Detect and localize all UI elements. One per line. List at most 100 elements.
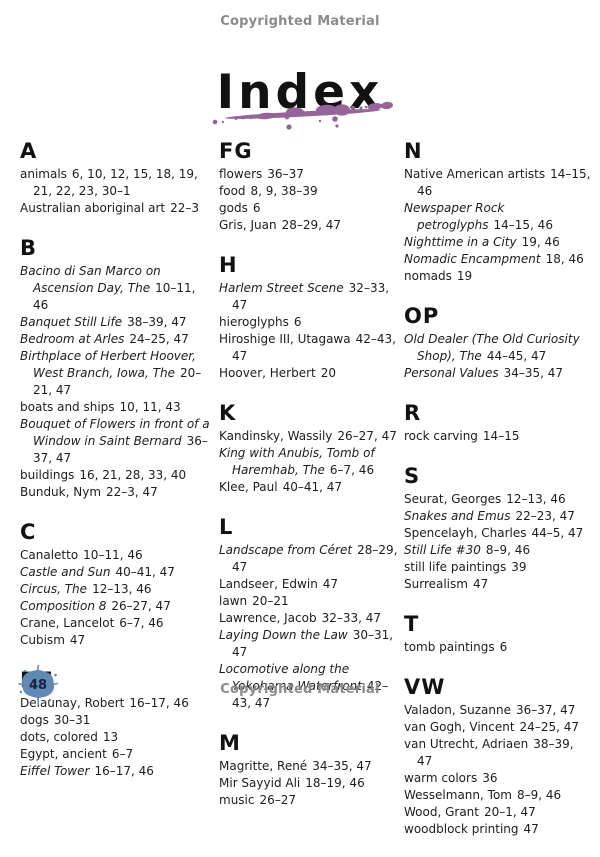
index-entry: Australian aboriginal art 22–3 xyxy=(20,200,212,217)
entry-pages: 47 xyxy=(472,577,489,591)
entry-pages: 39 xyxy=(511,560,527,574)
entry-title: Valadon, Suzanne xyxy=(404,703,511,717)
entry-pages: 14–15 xyxy=(482,429,520,443)
index-section-m: M Magritte, René 34–35, 47 Mir Sayyid Ali 18… xyxy=(219,731,399,809)
entry-title: Laying Down the Law xyxy=(219,628,348,642)
entry-title: Banquet Still Life xyxy=(20,315,123,329)
entry-title: Magritte, René xyxy=(219,759,308,773)
index-entry: Wood, Grant 20–1, 47 xyxy=(404,804,592,821)
entry-title: warm colors xyxy=(404,771,478,785)
index-entry: woodblock printing 47 xyxy=(404,821,592,838)
index-entry: music 26–27 xyxy=(219,792,399,809)
entry-pages: 30–31 xyxy=(53,713,91,727)
entry-title: Bunduk, Nym xyxy=(20,485,102,499)
section-heading: K xyxy=(219,401,237,425)
section-heading: L xyxy=(219,515,234,539)
index-entry: flowers 36–37 xyxy=(219,166,399,183)
entry-pages: 30–31, 47 xyxy=(232,628,394,659)
entry-pages: 26–27, 47 xyxy=(337,429,397,443)
index-entry: Magritte, René 34–35, 47 xyxy=(219,758,399,775)
entry-title: Old Dealer (The Old Curiosity Shop), The xyxy=(404,332,580,363)
section-heading: VW xyxy=(404,675,446,699)
index-entry: Harlem Street Scene 32–33, 47 xyxy=(219,280,399,314)
entry-pages: 34–35, 47 xyxy=(503,366,564,380)
index-entry: Mir Sayyid Ali 18–19, 46 xyxy=(219,775,399,792)
index-section-fg: FG flowers 36–37 food 8, 9, 38–39 gods 6 Gris, … xyxy=(219,139,399,234)
index-entry: Nighttime in a City 19, 46 xyxy=(404,234,592,251)
index-entry: Lawrence, Jacob 32–33, 47 xyxy=(219,610,399,627)
entry-pages: 6–7, 46 xyxy=(329,463,375,477)
index-entry: Eiffel Tower 16–17, 46 xyxy=(20,763,212,780)
index-entry: Bacino di San Marco on Ascension Day, Th… xyxy=(20,263,212,314)
index-entry: Laying Down the Law 30–31, 47 xyxy=(219,627,399,661)
entry-title: Cubism xyxy=(20,633,65,647)
entry-pages: 20–21 xyxy=(252,594,289,608)
entry-pages: 6 xyxy=(293,315,302,329)
index-entry: Canaletto 10–11, 46 xyxy=(20,547,212,564)
entry-pages: 16–17, 46 xyxy=(129,696,189,710)
index-entry: food 8, 9, 38–39 xyxy=(219,183,399,200)
entry-pages: 8, 9, 38–39 xyxy=(250,184,318,198)
entry-title: Klee, Paul xyxy=(219,480,278,494)
index-entry: Castle and Sun 40–41, 47 xyxy=(20,564,212,581)
entry-title: Circus, The xyxy=(20,582,88,596)
index-entry: dogs 30–31 xyxy=(20,712,212,729)
section-heading: S xyxy=(404,464,421,488)
section-heading: H xyxy=(219,253,238,277)
entry-pages: 26–27, 47 xyxy=(111,599,171,613)
index-column-3: N Native American artists 14–15, 46 Newspap… xyxy=(404,139,592,857)
entry-title: woodblock printing xyxy=(404,822,519,836)
entry-title: King with Anubis, Tomb of Haremhab, The xyxy=(219,446,375,477)
index-entry: Birthplace of Herbert Hoover, West Branc… xyxy=(20,348,212,399)
entry-pages: 20–21, 47 xyxy=(33,366,202,397)
index-entry: Hoover, Herbert 20 xyxy=(219,365,399,382)
entry-pages: 47 xyxy=(69,633,86,647)
index-entry: Surrealism 47 xyxy=(404,576,592,593)
entry-title: dots, colored xyxy=(20,730,98,744)
index-entry: Bunduk, Nym 22–3, 47 xyxy=(20,484,212,501)
entry-title: Castle and Sun xyxy=(20,565,111,579)
index-entry: dots, colored 13 xyxy=(20,729,212,746)
index-section-n: N Native American artists 14–15, 46 Newspap… xyxy=(404,139,592,285)
entry-pages: 34–35, 47 xyxy=(312,759,372,773)
entry-title: Lawrence, Jacob xyxy=(219,611,317,625)
entry-pages: 22–3 xyxy=(170,201,200,215)
index-section-b: B Bacino di San Marco on Ascension Day, T… xyxy=(20,236,212,501)
entry-pages: 47 xyxy=(523,822,539,836)
index-entry: still life paintings 39 xyxy=(404,559,592,576)
index-entry: nomads 19 xyxy=(404,268,592,285)
section-heading: C xyxy=(20,520,37,544)
index-entry: Seurat, Georges 12–13, 46 xyxy=(404,491,592,508)
entry-title: van Gogh, Vincent xyxy=(404,720,515,734)
entry-title: Birthplace of Herbert Hoover, West Branc… xyxy=(20,349,196,380)
entry-title: Still Life #30 xyxy=(404,543,481,557)
index-entry: van Gogh, Vincent 24–25, 47 xyxy=(404,719,592,736)
entry-title: Eiffel Tower xyxy=(20,764,90,778)
entry-title: hieroglyphs xyxy=(219,315,289,329)
index-entry: Old Dealer (The Old Curiosity Shop), The… xyxy=(404,331,592,365)
entry-pages: 6, 10, 12, 15, 18, 19, 21, 22, 23, 30–1 xyxy=(33,167,198,198)
entry-pages: 40–41, 47 xyxy=(282,480,343,494)
copyright-notice-top: Copyrighted Material xyxy=(220,14,380,29)
entry-title: Hoover, Herbert xyxy=(219,366,316,380)
entry-pages: 10, 11, 43 xyxy=(119,400,181,414)
entry-title: Harlem Street Scene xyxy=(219,281,344,295)
index-section-op: OP Old Dealer (The Old Curiosity Shop), T… xyxy=(404,304,592,382)
index-entry: Composition 8 26–27, 47 xyxy=(20,598,212,615)
entry-pages: 18–19, 46 xyxy=(305,776,365,790)
entry-pages: 12–13, 46 xyxy=(506,492,566,506)
index-section-vw: VW Valadon, Suzanne 36–37, 47 van Gogh, Vin… xyxy=(404,675,592,838)
entry-title: Seurat, Georges xyxy=(404,492,502,506)
entry-pages: 36–37, 47 xyxy=(33,434,208,465)
index-section-k: K Kandinsky, Wassily 26–27, 47 King with An… xyxy=(219,401,399,496)
index-entry: Crane, Lancelot 6–7, 46 xyxy=(20,615,212,632)
entry-pages: 20 xyxy=(320,366,337,380)
index-entry: Landscape from Céret 28–29, 47 xyxy=(219,542,399,576)
entry-pages: 47 xyxy=(322,577,339,591)
page-number: 48 xyxy=(28,677,48,693)
index-entry: Locomotive along the Yokohama Waterfront… xyxy=(219,661,399,712)
index-entry: Bouquet of Flowers in front of a Window … xyxy=(20,416,212,467)
entry-pages: 8–9, 46 xyxy=(516,788,562,802)
index-entry: hieroglyphs 6 xyxy=(219,314,399,331)
